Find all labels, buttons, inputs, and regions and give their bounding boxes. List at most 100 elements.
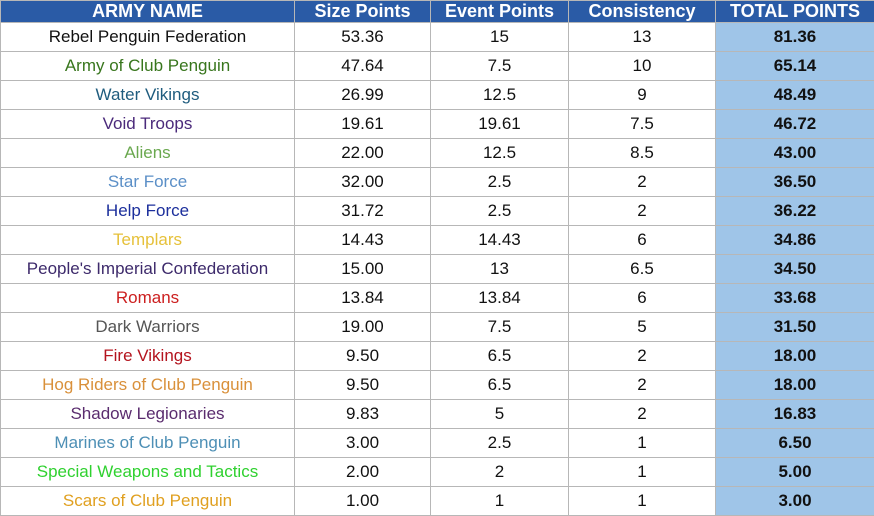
army-name: Shadow Legionaries [1, 400, 295, 429]
points-cell: 1 [569, 429, 716, 458]
points-cell: 26.99 [295, 81, 431, 110]
points-cell: 19.61 [295, 110, 431, 139]
total-points: 18.00 [716, 342, 874, 371]
points-cell: 7.5 [431, 313, 569, 342]
army-name: Scars of Club Penguin [1, 487, 295, 516]
total-points: 48.49 [716, 81, 874, 110]
total-points: 81.36 [716, 23, 874, 52]
army-name: Aliens [1, 139, 295, 168]
points-cell: 53.36 [295, 23, 431, 52]
total-points: 43.00 [716, 139, 874, 168]
points-cell: 7.5 [431, 52, 569, 81]
points-cell: 6.5 [431, 371, 569, 400]
points-cell: 2 [569, 168, 716, 197]
points-cell: 12.5 [431, 139, 569, 168]
army-name: Army of Club Penguin [1, 52, 295, 81]
points-cell: 14.43 [295, 226, 431, 255]
total-points: 36.22 [716, 197, 874, 226]
army-name: Help Force [1, 197, 295, 226]
points-cell: 2.5 [431, 197, 569, 226]
total-points: 16.83 [716, 400, 874, 429]
total-points: 6.50 [716, 429, 874, 458]
army-name: Templars [1, 226, 295, 255]
army-name: Void Troops [1, 110, 295, 139]
points-cell: 15 [431, 23, 569, 52]
points-cell: 22.00 [295, 139, 431, 168]
total-points: 65.14 [716, 52, 874, 81]
points-cell: 1 [569, 487, 716, 516]
column-header: Consistency [569, 1, 716, 23]
points-cell: 2 [431, 458, 569, 487]
points-cell: 19.00 [295, 313, 431, 342]
points-cell: 13.84 [431, 284, 569, 313]
points-cell: 6.5 [569, 255, 716, 284]
points-cell: 2 [569, 371, 716, 400]
points-cell: 2.5 [431, 429, 569, 458]
points-cell: 1.00 [295, 487, 431, 516]
points-cell: 9.50 [295, 371, 431, 400]
total-points: 18.00 [716, 371, 874, 400]
army-name: Hog Riders of Club Penguin [1, 371, 295, 400]
army-name: Romans [1, 284, 295, 313]
army-name: Fire Vikings [1, 342, 295, 371]
points-cell: 1 [431, 487, 569, 516]
army-name: Star Force [1, 168, 295, 197]
points-cell: 32.00 [295, 168, 431, 197]
total-points: 46.72 [716, 110, 874, 139]
points-cell: 8.5 [569, 139, 716, 168]
army-name: Rebel Penguin Federation [1, 23, 295, 52]
column-header: TOTAL POINTS [716, 1, 874, 23]
points-cell: 6 [569, 284, 716, 313]
points-cell: 2 [569, 197, 716, 226]
points-cell: 9 [569, 81, 716, 110]
total-points: 34.50 [716, 255, 874, 284]
points-cell: 3.00 [295, 429, 431, 458]
points-cell: 12.5 [431, 81, 569, 110]
points-cell: 13 [569, 23, 716, 52]
points-cell: 31.72 [295, 197, 431, 226]
points-cell: 14.43 [431, 226, 569, 255]
total-points: 5.00 [716, 458, 874, 487]
total-points: 3.00 [716, 487, 874, 516]
points-cell: 5 [431, 400, 569, 429]
points-cell: 13.84 [295, 284, 431, 313]
army-name: Dark Warriors [1, 313, 295, 342]
army-name: Marines of Club Penguin [1, 429, 295, 458]
points-cell: 10 [569, 52, 716, 81]
column-header: ARMY NAME [1, 1, 295, 23]
points-cell: 2 [569, 342, 716, 371]
points-cell: 2.5 [431, 168, 569, 197]
points-cell: 13 [431, 255, 569, 284]
points-cell: 47.64 [295, 52, 431, 81]
army-name: Special Weapons and Tactics [1, 458, 295, 487]
total-points: 31.50 [716, 313, 874, 342]
points-cell: 2 [569, 400, 716, 429]
army-name: People's Imperial Confederation [1, 255, 295, 284]
army-name: Water Vikings [1, 81, 295, 110]
points-cell: 9.50 [295, 342, 431, 371]
total-points: 33.68 [716, 284, 874, 313]
points-cell: 7.5 [569, 110, 716, 139]
points-cell: 15.00 [295, 255, 431, 284]
